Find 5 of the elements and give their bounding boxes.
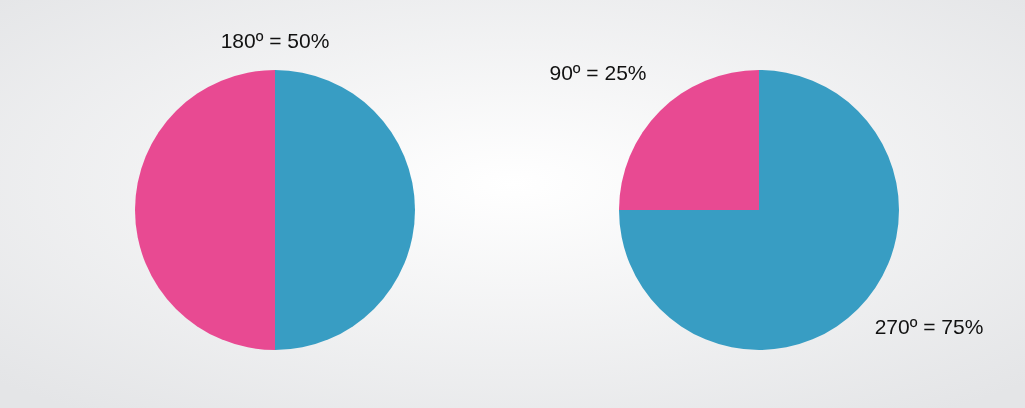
text: 180º = 50%: [220, 29, 330, 52]
pie-slice: [135, 70, 275, 350]
pie-slice: [275, 70, 415, 350]
text: 270º = 75%: [874, 315, 984, 338]
text: 90º = 25%: [549, 61, 647, 84]
